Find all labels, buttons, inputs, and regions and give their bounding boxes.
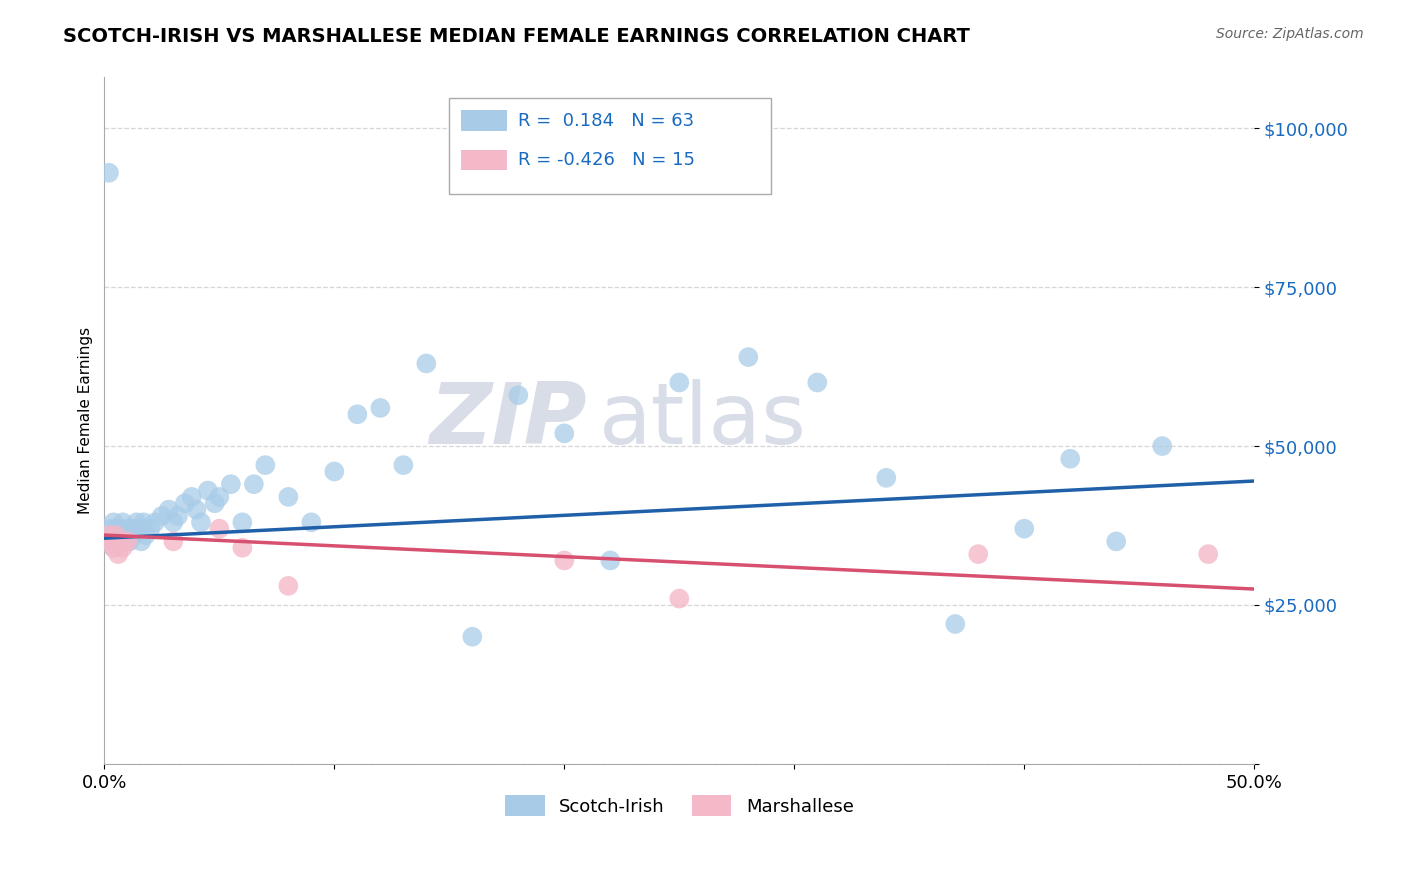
Point — [668, 591, 690, 606]
Y-axis label: Median Female Earnings: Median Female Earnings — [79, 327, 93, 514]
Point — [243, 477, 266, 491]
Point — [231, 541, 253, 555]
Legend: Scotch-Irish, Marshallese: Scotch-Irish, Marshallese — [498, 789, 860, 823]
Text: SCOTCH-IRISH VS MARSHALLESE MEDIAN FEMALE EARNINGS CORRELATION CHART: SCOTCH-IRISH VS MARSHALLESE MEDIAN FEMAL… — [63, 27, 970, 45]
Point — [1152, 439, 1174, 453]
Point — [346, 407, 368, 421]
Point — [1105, 534, 1128, 549]
Point — [111, 516, 134, 530]
Point — [111, 541, 134, 555]
Point — [299, 516, 322, 530]
Point — [100, 522, 122, 536]
Point — [737, 350, 759, 364]
Point — [103, 541, 125, 555]
Point — [231, 516, 253, 530]
Point — [254, 458, 277, 472]
Point — [143, 516, 166, 530]
Text: ZIP: ZIP — [430, 379, 588, 462]
FancyBboxPatch shape — [450, 98, 772, 194]
Point — [104, 528, 127, 542]
Point — [553, 426, 575, 441]
Point — [104, 522, 127, 536]
Point — [162, 534, 184, 549]
Point — [150, 508, 173, 523]
Point — [553, 553, 575, 567]
Point — [111, 528, 134, 542]
FancyBboxPatch shape — [461, 111, 506, 131]
Point — [461, 630, 484, 644]
Point — [1059, 451, 1081, 466]
Point — [668, 376, 690, 390]
Point — [173, 496, 195, 510]
Point — [208, 522, 231, 536]
Point — [135, 528, 157, 542]
Point — [121, 522, 143, 536]
Point — [323, 465, 346, 479]
Point — [107, 528, 129, 542]
Point — [599, 553, 621, 567]
Text: Source: ZipAtlas.com: Source: ZipAtlas.com — [1216, 27, 1364, 41]
Point — [104, 528, 127, 542]
Point — [110, 534, 132, 549]
Point — [967, 547, 990, 561]
Point — [190, 516, 212, 530]
Point — [943, 617, 966, 632]
Point — [508, 388, 530, 402]
Point — [277, 579, 299, 593]
Point — [98, 166, 121, 180]
Point — [107, 547, 129, 561]
Point — [129, 534, 152, 549]
Point — [98, 528, 121, 542]
Point — [219, 477, 242, 491]
Point — [132, 516, 155, 530]
Point — [114, 528, 136, 542]
Point — [103, 541, 125, 555]
Point — [197, 483, 219, 498]
Point — [100, 528, 122, 542]
Point — [124, 528, 146, 542]
Point — [370, 401, 392, 415]
Point — [1012, 522, 1035, 536]
Point — [186, 502, 208, 516]
FancyBboxPatch shape — [461, 150, 506, 170]
Point — [117, 522, 139, 536]
Point — [806, 376, 828, 390]
Point — [117, 528, 139, 542]
Text: R = -0.426   N = 15: R = -0.426 N = 15 — [519, 151, 696, 169]
Text: atlas: atlas — [599, 379, 807, 462]
Text: R =  0.184   N = 63: R = 0.184 N = 63 — [519, 112, 695, 129]
Point — [139, 522, 162, 536]
Point — [110, 522, 132, 536]
Point — [125, 516, 148, 530]
Point — [103, 534, 125, 549]
Point — [167, 508, 190, 523]
Point — [157, 502, 180, 516]
Point — [100, 534, 122, 549]
Point — [204, 496, 226, 510]
Point — [180, 490, 202, 504]
Point — [118, 534, 141, 549]
Point — [392, 458, 415, 472]
Point — [875, 471, 897, 485]
Point — [107, 534, 129, 549]
Point — [114, 534, 136, 549]
Point — [208, 490, 231, 504]
Point — [415, 356, 437, 370]
Point — [117, 534, 139, 549]
Point — [162, 516, 184, 530]
Point — [103, 516, 125, 530]
Point — [1197, 547, 1219, 561]
Point — [277, 490, 299, 504]
Point — [128, 522, 150, 536]
